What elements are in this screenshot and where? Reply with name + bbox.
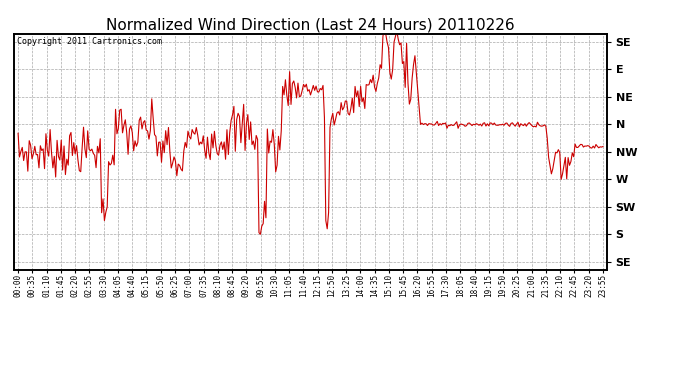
Text: Copyright 2011 Cartronics.com: Copyright 2011 Cartronics.com	[17, 37, 161, 46]
Title: Normalized Wind Direction (Last 24 Hours) 20110226: Normalized Wind Direction (Last 24 Hours…	[106, 18, 515, 33]
